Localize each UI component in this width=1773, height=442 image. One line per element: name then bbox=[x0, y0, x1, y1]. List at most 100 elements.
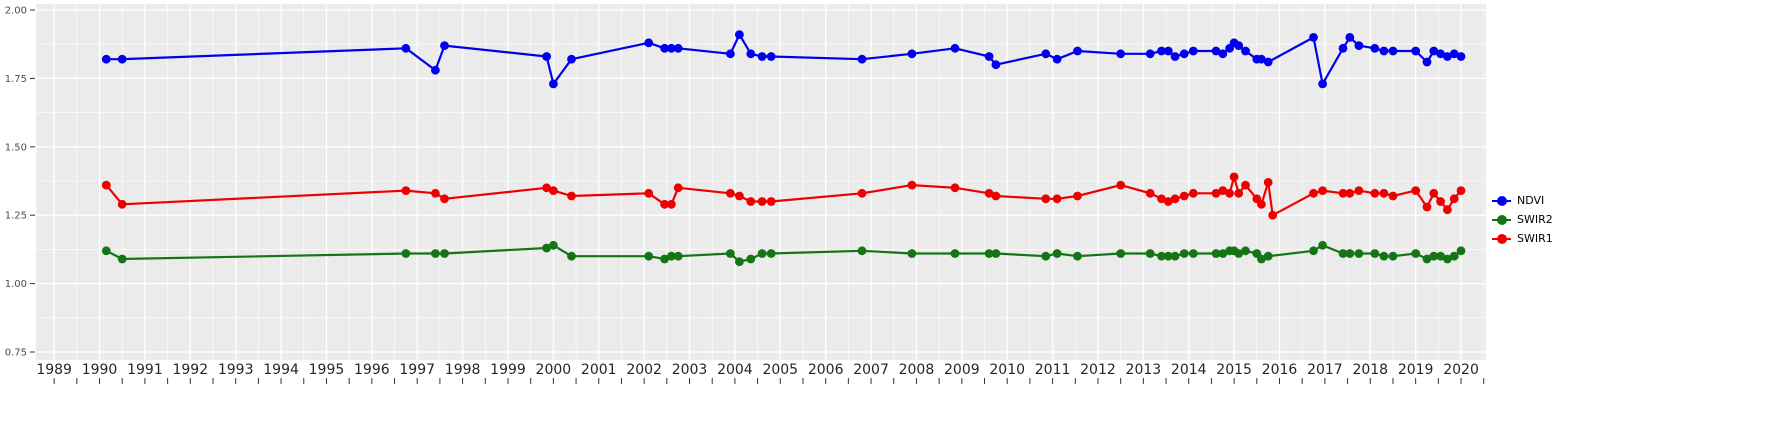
data-point-ndvi[interactable] bbox=[1422, 57, 1432, 67]
data-point-swir2[interactable] bbox=[857, 246, 867, 256]
data-point-swir1[interactable] bbox=[907, 180, 917, 190]
data-point-ndvi[interactable] bbox=[401, 43, 411, 53]
data-point-swir1[interactable] bbox=[101, 180, 111, 190]
data-point-ndvi[interactable] bbox=[1170, 52, 1180, 61]
data-point-swir1[interactable] bbox=[1411, 186, 1421, 196]
data-point-swir1[interactable] bbox=[746, 197, 756, 206]
data-point-swir2[interactable] bbox=[101, 246, 111, 256]
data-point-swir1[interactable] bbox=[431, 188, 440, 198]
data-point-ndvi[interactable] bbox=[1041, 49, 1051, 59]
data-point-swir2[interactable] bbox=[991, 249, 1001, 258]
data-point-ndvi[interactable] bbox=[766, 52, 776, 61]
data-point-swir2[interactable] bbox=[1354, 249, 1364, 258]
data-point-swir1[interactable] bbox=[1309, 188, 1318, 198]
data-point-swir2[interactable] bbox=[667, 251, 676, 261]
data-point-swir1[interactable] bbox=[757, 197, 767, 206]
data-point-ndvi[interactable] bbox=[673, 43, 683, 53]
data-point-ndvi[interactable] bbox=[1263, 57, 1273, 67]
data-point-swir1[interactable] bbox=[991, 191, 1001, 201]
data-point-swir1[interactable] bbox=[644, 188, 654, 198]
data-point-swir1[interactable] bbox=[542, 183, 551, 193]
data-point-swir1[interactable] bbox=[1170, 194, 1180, 204]
data-point-swir2[interactable] bbox=[431, 249, 440, 258]
data-point-ndvi[interactable] bbox=[1449, 49, 1459, 59]
data-point-swir1[interactable] bbox=[401, 186, 411, 196]
data-point-ndvi[interactable] bbox=[1188, 46, 1198, 56]
data-point-swir1[interactable] bbox=[735, 191, 744, 201]
data-point-ndvi[interactable] bbox=[1370, 43, 1380, 53]
data-point-ndvi[interactable] bbox=[549, 79, 558, 89]
data-point-swir1[interactable] bbox=[766, 197, 776, 206]
data-point-ndvi[interactable] bbox=[1388, 46, 1398, 56]
data-point-swir1[interactable] bbox=[1263, 178, 1273, 187]
data-point-swir1[interactable] bbox=[1241, 180, 1250, 190]
data-point-ndvi[interactable] bbox=[1354, 41, 1364, 50]
data-point-ndvi[interactable] bbox=[1379, 46, 1389, 56]
data-point-ndvi[interactable] bbox=[1116, 49, 1126, 59]
data-point-swir2[interactable] bbox=[735, 257, 744, 267]
data-point-swir1[interactable] bbox=[1052, 194, 1062, 204]
data-point-ndvi[interactable] bbox=[907, 49, 917, 59]
data-point-swir1[interactable] bbox=[440, 194, 449, 204]
data-point-swir2[interactable] bbox=[1234, 249, 1244, 258]
data-point-ndvi[interactable] bbox=[1338, 43, 1348, 53]
data-point-swir1[interactable] bbox=[660, 199, 669, 209]
data-point-ndvi[interactable] bbox=[117, 54, 127, 64]
data-point-swir2[interactable] bbox=[644, 251, 654, 261]
data-point-ndvi[interactable] bbox=[1163, 46, 1173, 56]
data-point-ndvi[interactable] bbox=[1411, 46, 1421, 56]
data-point-ndvi[interactable] bbox=[735, 30, 744, 39]
data-point-swir1[interactable] bbox=[1163, 197, 1173, 206]
data-point-swir2[interactable] bbox=[1257, 254, 1266, 264]
data-point-ndvi[interactable] bbox=[667, 43, 676, 53]
data-point-swir1[interactable] bbox=[984, 188, 994, 198]
data-point-swir2[interactable] bbox=[1179, 249, 1189, 258]
data-point-swir2[interactable] bbox=[1345, 249, 1355, 258]
data-point-ndvi[interactable] bbox=[1052, 54, 1062, 64]
data-point-swir2[interactable] bbox=[567, 251, 576, 261]
data-point-swir1[interactable] bbox=[1257, 199, 1266, 209]
data-point-ndvi[interactable] bbox=[644, 38, 654, 48]
data-point-swir2[interactable] bbox=[1411, 249, 1421, 258]
data-point-ndvi[interactable] bbox=[950, 43, 960, 53]
data-point-ndvi[interactable] bbox=[1309, 33, 1318, 42]
data-point-swir1[interactable] bbox=[1234, 188, 1244, 198]
data-point-swir1[interactable] bbox=[950, 183, 960, 193]
data-point-swir1[interactable] bbox=[726, 188, 735, 198]
data-point-swir2[interactable] bbox=[1388, 251, 1398, 261]
data-point-swir2[interactable] bbox=[1218, 249, 1228, 258]
data-point-swir2[interactable] bbox=[1157, 251, 1166, 261]
data-point-swir2[interactable] bbox=[1429, 251, 1439, 261]
data-point-swir1[interactable] bbox=[1338, 188, 1348, 198]
data-point-swir2[interactable] bbox=[1241, 246, 1250, 256]
data-point-ndvi[interactable] bbox=[1218, 49, 1228, 59]
data-point-swir2[interactable] bbox=[984, 249, 994, 258]
data-point-ndvi[interactable] bbox=[660, 43, 669, 53]
data-point-ndvi[interactable] bbox=[726, 49, 735, 59]
data-point-swir2[interactable] bbox=[1338, 249, 1348, 258]
legend-item-swir1[interactable]: SWIR1 bbox=[1492, 230, 1553, 247]
data-point-swir2[interactable] bbox=[1073, 251, 1082, 261]
data-point-swir1[interactable] bbox=[667, 199, 676, 209]
data-point-swir1[interactable] bbox=[1436, 197, 1445, 206]
data-point-swir1[interactable] bbox=[857, 188, 867, 198]
data-point-ndvi[interactable] bbox=[101, 54, 111, 64]
data-point-swir1[interactable] bbox=[1449, 194, 1459, 204]
data-point-swir2[interactable] bbox=[1145, 249, 1155, 258]
data-point-ndvi[interactable] bbox=[1318, 79, 1327, 89]
data-point-swir2[interactable] bbox=[1379, 251, 1389, 261]
data-point-swir2[interactable] bbox=[1188, 249, 1198, 258]
data-point-ndvi[interactable] bbox=[746, 49, 756, 59]
data-point-ndvi[interactable] bbox=[440, 41, 449, 50]
data-point-swir2[interactable] bbox=[726, 249, 735, 258]
data-point-ndvi[interactable] bbox=[1257, 54, 1266, 64]
data-point-swir1[interactable] bbox=[1429, 188, 1439, 198]
data-point-swir2[interactable] bbox=[1309, 246, 1318, 256]
data-point-ndvi[interactable] bbox=[1456, 52, 1466, 61]
data-point-swir2[interactable] bbox=[950, 249, 960, 258]
data-point-swir1[interactable] bbox=[1354, 186, 1364, 196]
data-point-swir2[interactable] bbox=[1211, 249, 1221, 258]
data-point-swir1[interactable] bbox=[1229, 172, 1239, 182]
data-point-ndvi[interactable] bbox=[567, 54, 576, 64]
data-point-swir1[interactable] bbox=[673, 183, 683, 193]
